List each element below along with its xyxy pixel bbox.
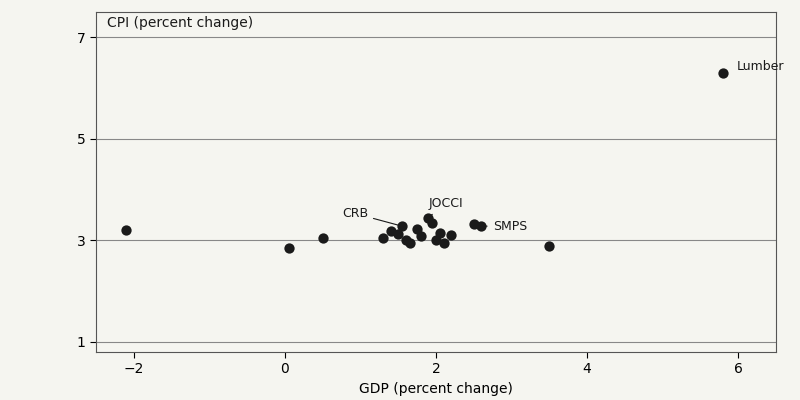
Point: [377, 235, 390, 241]
Point: [399, 237, 412, 244]
Point: [316, 235, 329, 241]
Point: [282, 245, 295, 251]
Text: SMPS: SMPS: [484, 220, 527, 233]
Point: [414, 233, 427, 240]
Point: [120, 227, 133, 234]
Point: [437, 240, 450, 246]
Point: [475, 223, 488, 229]
Text: CPI (percent change): CPI (percent change): [107, 16, 254, 30]
X-axis label: GDP (percent change): GDP (percent change): [359, 382, 513, 396]
Point: [403, 240, 416, 246]
Point: [384, 228, 397, 234]
Point: [467, 221, 480, 227]
Text: JOCCI: JOCCI: [429, 197, 463, 216]
Point: [717, 70, 730, 76]
Text: CRB: CRB: [342, 207, 399, 226]
Point: [422, 214, 435, 221]
Point: [430, 237, 442, 244]
Point: [392, 231, 405, 238]
Point: [445, 232, 458, 238]
Point: [434, 230, 446, 236]
Point: [426, 219, 438, 226]
Point: [410, 226, 423, 232]
Point: [543, 243, 556, 250]
Text: Lumber: Lumber: [737, 60, 784, 73]
Point: [396, 223, 409, 229]
